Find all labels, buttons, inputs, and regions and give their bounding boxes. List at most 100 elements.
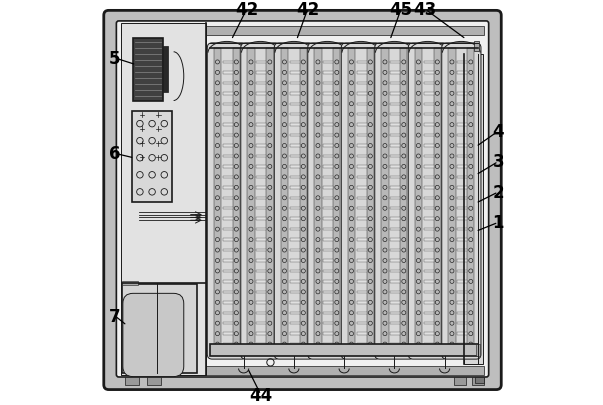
- Bar: [223, 82, 233, 85]
- Bar: [457, 124, 467, 126]
- Bar: [357, 62, 367, 64]
- Bar: [223, 72, 233, 75]
- Bar: [357, 333, 367, 335]
- Bar: [256, 207, 266, 210]
- Bar: [357, 145, 367, 147]
- Bar: [390, 187, 400, 189]
- Bar: [214, 49, 221, 350]
- Bar: [323, 322, 333, 325]
- Bar: [367, 49, 374, 350]
- Bar: [390, 343, 400, 345]
- Bar: [390, 291, 400, 293]
- Bar: [290, 93, 300, 95]
- FancyBboxPatch shape: [116, 22, 488, 377]
- Bar: [357, 187, 367, 189]
- FancyBboxPatch shape: [104, 11, 501, 390]
- Bar: [357, 156, 367, 158]
- Bar: [424, 291, 434, 293]
- Bar: [256, 312, 266, 314]
- Bar: [256, 103, 266, 106]
- Bar: [256, 93, 266, 95]
- FancyBboxPatch shape: [442, 44, 481, 359]
- Bar: [256, 72, 266, 75]
- Bar: [357, 239, 367, 241]
- Bar: [390, 62, 400, 64]
- Bar: [381, 49, 388, 350]
- Bar: [357, 134, 367, 137]
- Bar: [256, 260, 266, 262]
- Bar: [390, 333, 400, 335]
- Bar: [357, 291, 367, 293]
- Bar: [323, 156, 333, 158]
- Bar: [348, 49, 355, 350]
- Text: 3: 3: [493, 153, 504, 171]
- Bar: [457, 249, 467, 252]
- Bar: [223, 166, 233, 168]
- Bar: [256, 333, 266, 335]
- Bar: [457, 176, 467, 179]
- Bar: [390, 281, 400, 283]
- Bar: [121, 24, 206, 375]
- Bar: [448, 49, 456, 350]
- Bar: [121, 366, 484, 375]
- Bar: [357, 281, 367, 283]
- Bar: [223, 301, 233, 304]
- Bar: [390, 270, 400, 273]
- Bar: [290, 166, 300, 168]
- Bar: [357, 249, 367, 252]
- Bar: [424, 62, 434, 64]
- Bar: [424, 156, 434, 158]
- Bar: [424, 187, 434, 189]
- Bar: [121, 27, 484, 36]
- Bar: [357, 207, 367, 210]
- Bar: [290, 270, 300, 273]
- Bar: [357, 301, 367, 304]
- Bar: [223, 249, 233, 252]
- Bar: [390, 249, 400, 252]
- Bar: [457, 166, 467, 168]
- Bar: [357, 93, 367, 95]
- Text: 4: 4: [493, 123, 504, 141]
- FancyBboxPatch shape: [274, 44, 314, 359]
- Bar: [290, 228, 300, 231]
- Bar: [323, 260, 333, 262]
- Bar: [122, 281, 138, 286]
- Bar: [357, 343, 367, 345]
- Bar: [390, 145, 400, 147]
- Bar: [223, 322, 233, 325]
- Bar: [453, 377, 466, 385]
- Bar: [424, 260, 434, 262]
- Bar: [223, 281, 233, 283]
- Bar: [390, 93, 400, 95]
- FancyBboxPatch shape: [123, 294, 184, 377]
- Bar: [476, 344, 480, 356]
- Bar: [133, 38, 163, 101]
- Text: 6: 6: [109, 145, 121, 163]
- Bar: [390, 103, 400, 106]
- Bar: [256, 228, 266, 231]
- Bar: [357, 322, 367, 325]
- FancyBboxPatch shape: [341, 44, 380, 359]
- Bar: [323, 291, 333, 293]
- Bar: [323, 187, 333, 189]
- Bar: [300, 49, 307, 350]
- Bar: [357, 72, 367, 75]
- Bar: [256, 281, 266, 283]
- Bar: [256, 218, 266, 220]
- Bar: [424, 197, 434, 200]
- Bar: [457, 218, 467, 220]
- Bar: [247, 49, 254, 350]
- Bar: [475, 377, 484, 383]
- FancyBboxPatch shape: [308, 44, 347, 359]
- Bar: [323, 124, 333, 126]
- Bar: [457, 93, 467, 95]
- Text: 5: 5: [109, 50, 121, 68]
- Bar: [457, 156, 467, 158]
- Bar: [424, 281, 434, 283]
- Bar: [357, 270, 367, 273]
- Bar: [256, 270, 266, 273]
- Bar: [424, 322, 434, 325]
- Bar: [390, 134, 400, 137]
- Bar: [223, 103, 233, 106]
- Bar: [390, 197, 400, 200]
